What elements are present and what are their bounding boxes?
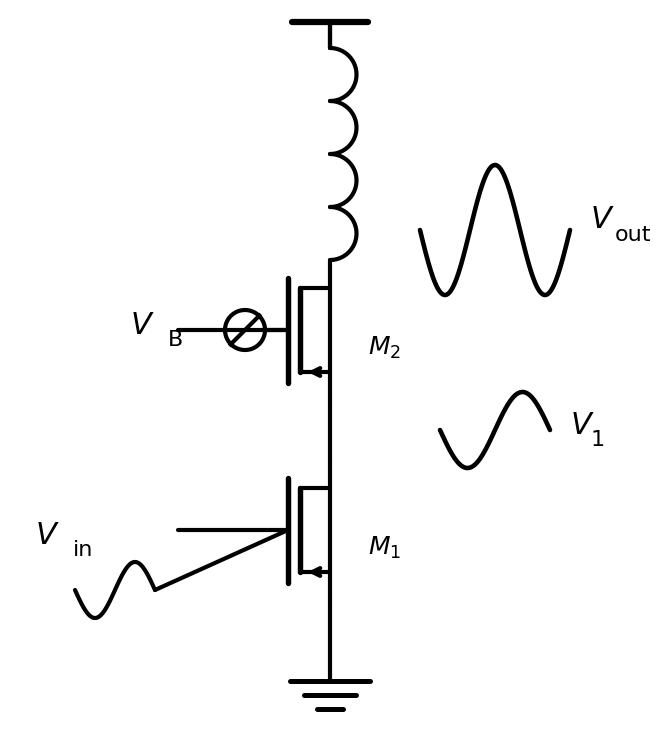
Text: $M_2$: $M_2$ <box>368 335 401 361</box>
Text: out: out <box>615 225 652 245</box>
Text: $M_1$: $M_1$ <box>368 535 401 561</box>
Text: 1: 1 <box>591 430 605 450</box>
Text: $V\!$: $V\!$ <box>570 411 595 439</box>
Text: $V\!$: $V\!$ <box>35 520 60 550</box>
Text: in: in <box>73 540 93 560</box>
Text: $V\!$: $V\!$ <box>590 205 615 235</box>
Text: B: B <box>168 330 183 350</box>
Text: $V\!$: $V\!$ <box>131 311 155 339</box>
